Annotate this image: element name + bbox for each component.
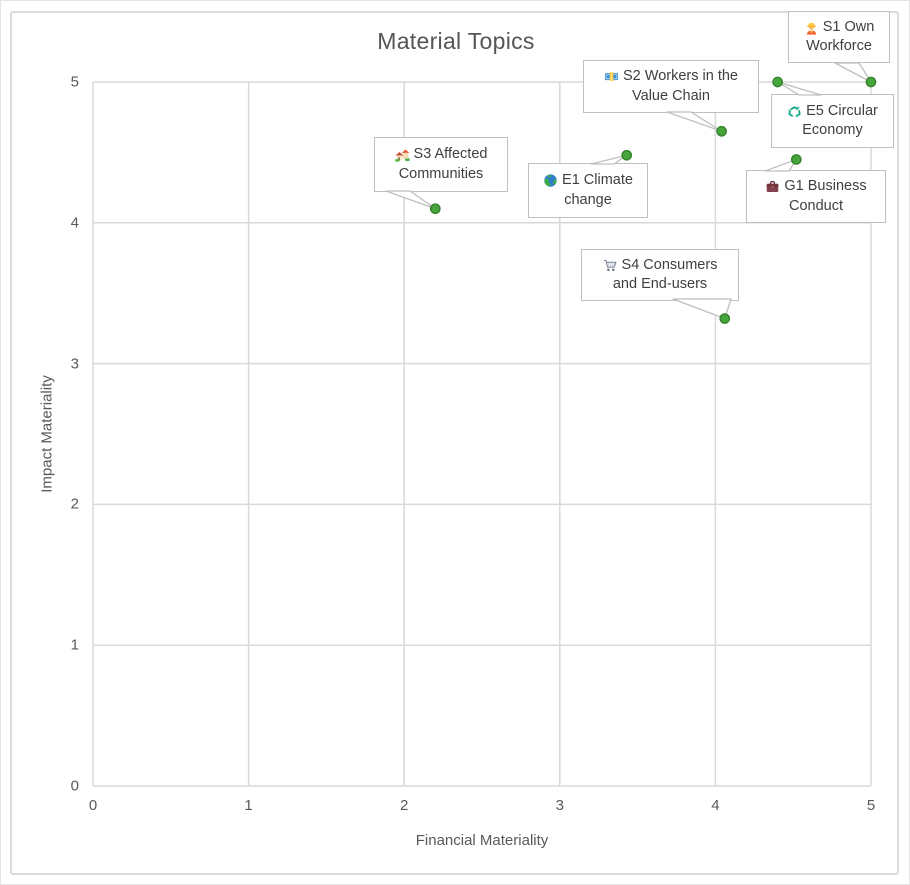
label-text-line1: S1 Own <box>822 18 875 35</box>
x-tick-label: 4 <box>711 797 720 814</box>
houses-icon <box>395 147 410 162</box>
y-tick-label: 2 <box>70 495 79 513</box>
label-text-line2: Economy <box>802 122 863 138</box>
y-tick-label: 1 <box>70 636 79 654</box>
chart-area-border <box>10 11 899 875</box>
x-axis-title: Financial Materiality <box>415 832 549 849</box>
y-tick-label: 3 <box>70 355 79 373</box>
y-tick-label: 4 <box>70 214 79 232</box>
label-text-line1: G1 Business <box>784 178 867 194</box>
euro-banknote-icon <box>604 69 619 84</box>
y-tick-label: 0 <box>70 777 79 795</box>
label-text-line2: Communities <box>398 165 484 182</box>
label-text-line1: S4 Consumers <box>621 256 718 273</box>
data-label-e1: E1 Climate change <box>528 163 648 218</box>
x-tick-label: 3 <box>555 797 564 814</box>
x-tick-label: 0 <box>88 797 98 814</box>
data-label-s1: S1 Own Workforce <box>788 11 890 63</box>
x-tick-label: 5 <box>866 797 876 814</box>
y-axis-title: Impact Materiality <box>38 375 56 493</box>
x-tick-label: 2 <box>400 797 409 814</box>
label-text-line2: and End-users <box>612 276 708 292</box>
label-text-line1: S3 Affected <box>413 146 488 162</box>
construction-worker-icon <box>804 20 819 35</box>
data-label-s4: S4 Consumers and End-users <box>581 249 739 301</box>
label-text-line1: E1 Climate <box>562 172 633 188</box>
briefcase-icon <box>765 179 780 194</box>
label-text-line2: Conduct <box>788 197 843 214</box>
data-label-g1: G1 Business Conduct <box>746 170 886 223</box>
shopping-cart-icon <box>603 258 618 273</box>
label-text-line2: change <box>564 191 612 208</box>
data-label-s2: S2 Workers in the Value Chain <box>583 60 759 113</box>
chart-title: Material Topics <box>377 28 535 54</box>
x-tick-label: 1 <box>244 797 253 814</box>
label-text-line1: E5 Circular <box>806 102 878 119</box>
recycle-icon <box>787 104 802 119</box>
label-text-line2: Value Chain <box>632 87 710 104</box>
globe-icon <box>543 173 558 188</box>
label-text-line1: S2 Workers in the <box>623 68 738 84</box>
data-label-s3: S3 Affected Communities <box>374 137 508 192</box>
data-label-e5: E5 Circular Economy <box>771 94 894 148</box>
label-text-line2: Workforce <box>806 38 872 54</box>
y-tick-label: 5 <box>70 73 79 91</box>
